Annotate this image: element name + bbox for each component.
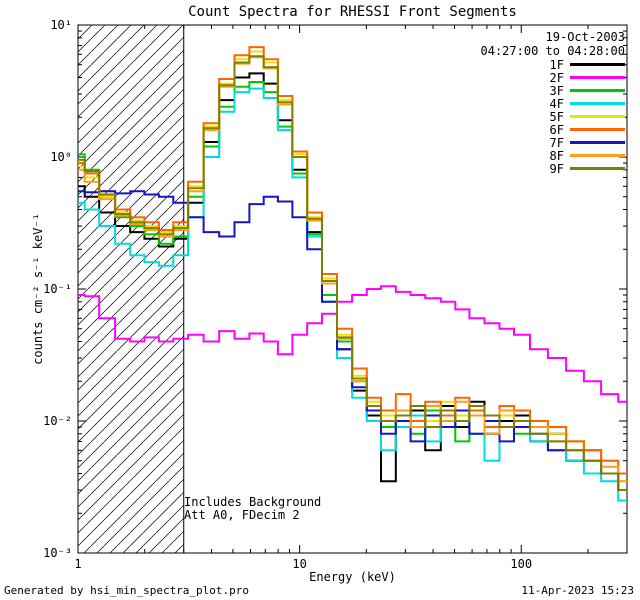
legend-color-swatch [570, 76, 625, 79]
legend-label: 6F [549, 122, 564, 137]
annotation-background: Includes Background [184, 495, 322, 509]
legend-color-swatch [570, 115, 625, 118]
spectrum-6F [78, 46, 627, 475]
legend-label: 5F [549, 109, 564, 124]
legend-item-4F: 4F [549, 96, 625, 111]
y-tick-label: 10⁻¹ [43, 282, 72, 296]
excluded-energy-hatch-region [78, 25, 184, 553]
y-tick-label: 10⁻³ [43, 546, 72, 560]
legend-item-6F: 6F [549, 122, 625, 137]
x-tick-label: 100 [510, 557, 532, 571]
legend-color-swatch [570, 63, 625, 66]
legend-label: 4F [549, 96, 564, 111]
legend-label: 2F [549, 70, 564, 85]
generator-credit: Generated by hsi_min_spectra_plot.pro [4, 584, 250, 597]
spectrum-9F [78, 55, 627, 491]
legend-item-8F: 8F [549, 148, 625, 163]
legend-color-swatch [570, 89, 625, 92]
legend-item-1F: 1F [549, 57, 625, 72]
legend-color-swatch [570, 141, 625, 144]
x-tick-label: 1 [74, 557, 81, 571]
legend-color-swatch [570, 128, 625, 131]
legend-label: 8F [549, 148, 564, 163]
spectrum-3F [78, 81, 627, 491]
detector-legend: 1F 2F 3F 4F 5F 6F 7F 8F 9F [549, 57, 625, 176]
legend-color-swatch [570, 102, 625, 105]
annotation-attenuator: Att A0, FDecim 2 [184, 508, 300, 522]
page-title: Count Spectra for RHESSI Front Segments [188, 4, 517, 20]
y-axis-label: counts cm⁻² s⁻¹ keV⁻¹ [31, 213, 45, 365]
legend-label: 3F [549, 83, 564, 98]
legend-item-9F: 9F [549, 161, 625, 176]
legend-item-7F: 7F [549, 135, 625, 150]
y-tick-label: 10¹ [50, 18, 72, 32]
legend-color-swatch [570, 154, 625, 157]
x-axis-label: Energy (keV) [309, 570, 396, 584]
legend-item-2F: 2F [549, 70, 625, 85]
legend-color-swatch [570, 167, 625, 170]
observation-date: 19-Oct-2003 [545, 30, 625, 44]
legend-item-3F: 3F [549, 83, 625, 98]
generation-timestamp: 11-Apr-2023 15:23 [521, 584, 634, 597]
spectra-series-group [78, 46, 627, 502]
observation-time: 19-Oct-2003 04:27:00 to 04:28:00 [481, 30, 626, 58]
legend-item-5F: 5F [549, 109, 625, 124]
x-tick-label: 10 [292, 557, 306, 571]
legend-label: 7F [549, 135, 564, 150]
y-tick-label: 10⁻² [43, 414, 72, 428]
y-tick-label: 10⁰ [50, 150, 72, 164]
legend-label: 9F [549, 161, 564, 176]
observation-time-range: 04:27:00 to 04:28:00 [480, 44, 626, 58]
legend-label: 1F [549, 57, 564, 72]
spectrum-2F [78, 285, 627, 403]
